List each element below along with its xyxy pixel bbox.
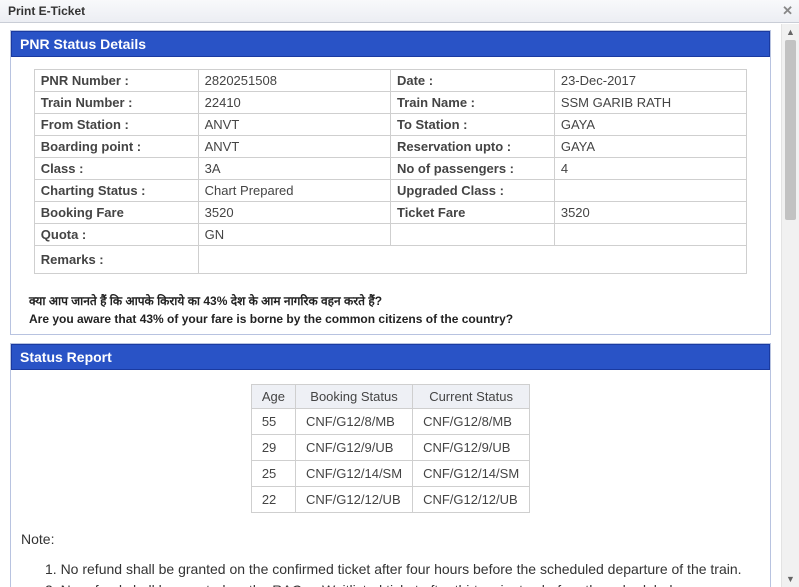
content-area: PNR Status Details PNR Number :282025150…: [0, 24, 781, 587]
pnr-remarks-label: Remarks :: [34, 246, 198, 274]
note-item: 2. No refund shall be granted on the RAC…: [45, 580, 770, 587]
status-cell-current: CNF/G12/9/UB: [413, 435, 530, 461]
status-cell-booking: CNF/G12/9/UB: [295, 435, 412, 461]
pnr-status-panel: PNR Status Details PNR Number :282025150…: [10, 30, 771, 335]
status-cell-age: 25: [251, 461, 295, 487]
status-cell-current: CNF/G12/12/UB: [413, 487, 530, 513]
pnr-row: Quota :GN: [34, 224, 746, 246]
awareness-text: क्या आप जानते हैं कि आपके किराये का 43% …: [29, 292, 770, 328]
status-report-panel: Status Report Age Booking Status Current…: [10, 343, 771, 587]
window-title-bar: Print E-Ticket ✕: [0, 0, 799, 23]
pnr-remarks-value: [198, 246, 747, 274]
pnr-row: Charting Status :Chart PreparedUpgraded …: [34, 180, 746, 202]
scrollbar-vertical[interactable]: ▲ ▼: [781, 24, 799, 587]
pnr-value: 4: [554, 158, 746, 180]
pnr-label: Train Number :: [34, 92, 198, 114]
window-title: Print E-Ticket: [8, 4, 85, 18]
pnr-row: Train Number :22410Train Name :SSM GARIB…: [34, 92, 746, 114]
pnr-label: Booking Fare: [34, 202, 198, 224]
note-item: 1. No refund shall be granted on the con…: [45, 559, 770, 579]
status-cell-booking: CNF/G12/8/MB: [295, 409, 412, 435]
notes-title: Note:: [21, 529, 770, 549]
pnr-label: To Station :: [390, 114, 554, 136]
pnr-value: 22410: [198, 92, 390, 114]
pnr-row: Class :3ANo of passengers :4: [34, 158, 746, 180]
awareness-hindi: क्या आप जानते हैं कि आपके किराये का 43% …: [29, 292, 770, 310]
pnr-value: 23-Dec-2017: [554, 70, 746, 92]
status-cell-age: 55: [251, 409, 295, 435]
close-icon[interactable]: ✕: [782, 3, 793, 19]
pnr-value: ANVT: [198, 136, 390, 158]
notes-list: 1. No refund shall be granted on the con…: [21, 559, 770, 587]
pnr-row: Boarding point :ANVTReservation upto :GA…: [34, 136, 746, 158]
pnr-row: Booking Fare3520Ticket Fare3520: [34, 202, 746, 224]
pnr-label: [390, 224, 554, 246]
pnr-row: PNR Number :2820251508Date :23-Dec-2017: [34, 70, 746, 92]
pnr-value: [554, 224, 746, 246]
pnr-label: Charting Status :: [34, 180, 198, 202]
status-cell-age: 29: [251, 435, 295, 461]
pnr-value: GN: [198, 224, 390, 246]
pnr-value: SSM GARIB RATH: [554, 92, 746, 114]
pnr-value: 3520: [554, 202, 746, 224]
pnr-label: Date :: [390, 70, 554, 92]
pnr-label: Reservation upto :: [390, 136, 554, 158]
pnr-label: Train Name :: [390, 92, 554, 114]
pnr-value: Chart Prepared: [198, 180, 390, 202]
status-cell-age: 22: [251, 487, 295, 513]
pnr-value: GAYA: [554, 114, 746, 136]
pnr-label: PNR Number :: [34, 70, 198, 92]
pnr-value: 3A: [198, 158, 390, 180]
awareness-english: Are you aware that 43% of your fare is b…: [29, 310, 770, 328]
status-row: 22CNF/G12/12/UBCNF/G12/12/UB: [251, 487, 529, 513]
status-cell-booking: CNF/G12/14/SM: [295, 461, 412, 487]
status-col-age: Age: [251, 385, 295, 409]
status-col-booking: Booking Status: [295, 385, 412, 409]
scrollbar-thumb[interactable]: [785, 40, 796, 220]
pnr-details-table: PNR Number :2820251508Date :23-Dec-2017T…: [34, 69, 747, 274]
scrollbar-up-icon[interactable]: ▲: [782, 24, 799, 40]
pnr-remarks-row: Remarks :: [34, 246, 746, 274]
scrollbar-down-icon[interactable]: ▼: [782, 571, 799, 587]
pnr-value: ANVT: [198, 114, 390, 136]
status-table: Age Booking Status Current Status 55CNF/…: [251, 384, 530, 513]
status-row: 29CNF/G12/9/UBCNF/G12/9/UB: [251, 435, 529, 461]
pnr-label: Class :: [34, 158, 198, 180]
pnr-row: From Station :ANVTTo Station :GAYA: [34, 114, 746, 136]
pnr-label: Ticket Fare: [390, 202, 554, 224]
pnr-value: GAYA: [554, 136, 746, 158]
pnr-label: From Station :: [34, 114, 198, 136]
pnr-value: 3520: [198, 202, 390, 224]
status-col-current: Current Status: [413, 385, 530, 409]
status-row: 55CNF/G12/8/MBCNF/G12/8/MB: [251, 409, 529, 435]
status-row: 25CNF/G12/14/SMCNF/G12/14/SM: [251, 461, 529, 487]
pnr-label: No of passengers :: [390, 158, 554, 180]
notes-section: Note: 1. No refund shall be granted on t…: [21, 529, 770, 587]
status-cell-booking: CNF/G12/12/UB: [295, 487, 412, 513]
status-cell-current: CNF/G12/14/SM: [413, 461, 530, 487]
pnr-label: Boarding point :: [34, 136, 198, 158]
pnr-panel-header: PNR Status Details: [11, 31, 770, 57]
status-cell-current: CNF/G12/8/MB: [413, 409, 530, 435]
pnr-label: Upgraded Class :: [390, 180, 554, 202]
pnr-value: 2820251508: [198, 70, 390, 92]
status-panel-header: Status Report: [11, 344, 770, 370]
pnr-label: Quota :: [34, 224, 198, 246]
pnr-value: [554, 180, 746, 202]
